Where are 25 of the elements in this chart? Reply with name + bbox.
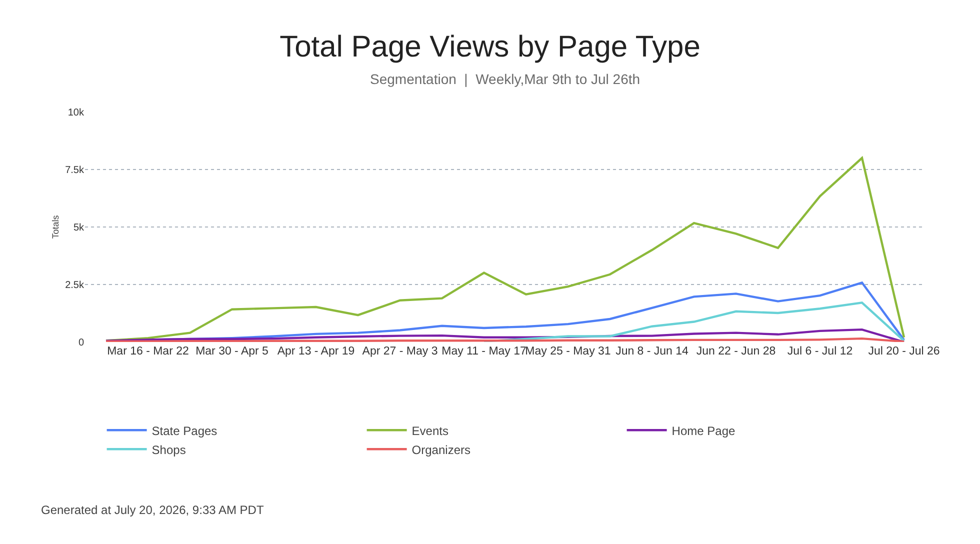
- x-tick-label: Mar 16 - Mar 22: [107, 346, 189, 358]
- x-tick-label: Apr 13 - Apr 19: [277, 346, 355, 358]
- text: Generated at July 20, 2026, 9:33 AM PDT: [41, 503, 264, 517]
- chart-title: Total Page Views by Page Type: [280, 30, 700, 64]
- legend-label: Events: [412, 424, 448, 438]
- y-axis-title: Totals: [50, 214, 60, 239]
- x-tick-label: Jul 20 - Jul 26: [868, 346, 940, 358]
- legend-label: Shops: [152, 442, 186, 457]
- x-tick-label: Mar 30 - Apr 5: [196, 346, 268, 358]
- x-tick-label: May 11 - May 17: [442, 346, 526, 358]
- y-tick-label: 7.5k: [65, 165, 85, 176]
- chart-subtitle: Segmentation | Weekly,Mar 9th to Jul 26th: [370, 71, 640, 87]
- x-tick-label: Jun 8 - Jun 14: [616, 346, 690, 358]
- x-tick-label: Jun 22 - Jun 28: [696, 346, 776, 358]
- y-tick-label: 2.5k: [65, 280, 85, 291]
- legend-label: State Pages: [152, 424, 218, 438]
- legend-label: Home Page: [672, 424, 736, 438]
- line-series: [482, 302, 906, 342]
- y-tick-label: 10k: [68, 108, 85, 118]
- x-tick-label: Apr 27 - May 3: [362, 346, 438, 358]
- legend-label: Organizers: [412, 442, 470, 457]
- x-tick-label: Jul 6 - Jul 12: [787, 346, 853, 358]
- y-tick-label: 0: [78, 338, 84, 348]
- y-tick-label: 5k: [73, 222, 85, 234]
- x-tick-label: May 25 - May 31: [525, 346, 611, 358]
